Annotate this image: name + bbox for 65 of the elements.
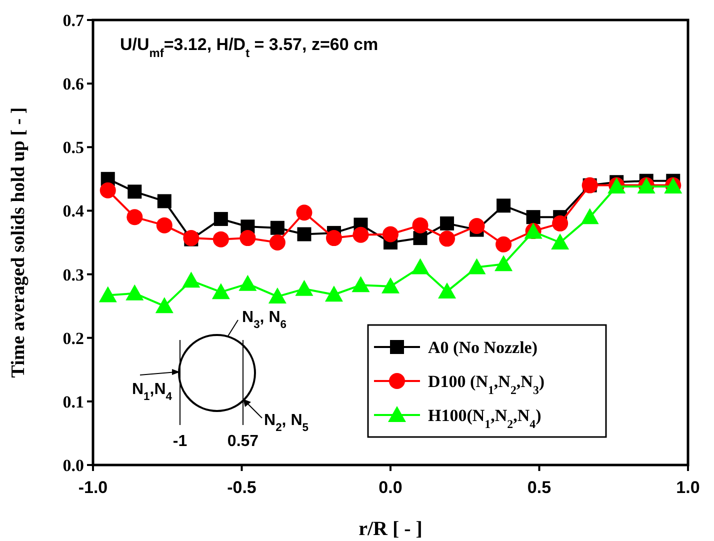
point bbox=[496, 198, 511, 213]
y-tick-label: 0.0 bbox=[62, 456, 84, 475]
x-tick-label: 0.5 bbox=[527, 478, 552, 497]
point bbox=[413, 231, 428, 246]
point bbox=[270, 220, 284, 235]
legend-label: A0 (No Nozzle) bbox=[428, 338, 538, 357]
x-tick-label: 0.0 bbox=[378, 478, 402, 497]
point bbox=[494, 255, 513, 272]
annotation: N$_{1}$,N$_{4}$ bbox=[132, 381, 173, 403]
point bbox=[268, 288, 286, 304]
x-tick-label: -0.5 bbox=[227, 478, 256, 497]
point bbox=[552, 215, 568, 232]
point bbox=[468, 218, 485, 234]
point bbox=[324, 286, 343, 302]
point bbox=[157, 194, 172, 208]
annotation: 0.57 bbox=[227, 433, 259, 450]
point bbox=[295, 280, 314, 296]
x-axis-title: r/R [ - ] bbox=[358, 518, 422, 540]
y-tick-label: 0.6 bbox=[62, 74, 84, 94]
y-tick-label: 0.4 bbox=[62, 202, 84, 221]
point bbox=[382, 277, 400, 294]
annotation: U/U$_{mf}$=3.12, H/D$_{t}$ = 3.57, z=60 cm bbox=[120, 35, 378, 60]
x-tick-label: 1.0 bbox=[676, 478, 700, 497]
point bbox=[468, 258, 486, 274]
point bbox=[128, 184, 142, 199]
point bbox=[240, 230, 256, 246]
point bbox=[269, 234, 286, 250]
y-tick-label: 0.3 bbox=[62, 265, 84, 284]
point bbox=[212, 231, 229, 248]
point bbox=[352, 276, 370, 292]
point bbox=[126, 209, 143, 226]
point bbox=[238, 274, 257, 291]
point bbox=[326, 230, 342, 246]
point bbox=[352, 226, 369, 243]
point bbox=[214, 212, 228, 226]
point bbox=[580, 208, 599, 224]
point bbox=[212, 283, 230, 300]
point bbox=[296, 204, 312, 221]
point bbox=[412, 217, 428, 234]
y-tick-label: 0.2 bbox=[62, 328, 84, 348]
y-tick-label: 0.7 bbox=[62, 11, 84, 30]
point bbox=[98, 286, 117, 302]
legend-label: D100 (N$_{1}$,N$_{2}$,N$_{3}$) bbox=[428, 372, 545, 397]
legend-label: H100(N$_{1}$,N$_{2}$,N$_{4}$) bbox=[428, 406, 542, 431]
point bbox=[438, 282, 456, 298]
point bbox=[126, 284, 144, 300]
point bbox=[411, 258, 430, 274]
point bbox=[182, 272, 200, 288]
point bbox=[496, 236, 512, 252]
point bbox=[155, 297, 174, 314]
point bbox=[551, 234, 570, 250]
point bbox=[156, 217, 172, 234]
point bbox=[440, 216, 454, 230]
annotation: N$_{2}$, N$_{5}$ bbox=[264, 412, 308, 434]
annotation: -1 bbox=[172, 433, 188, 450]
point bbox=[100, 182, 116, 198]
x-tick-label: -1.0 bbox=[78, 478, 108, 497]
point bbox=[526, 210, 540, 224]
point bbox=[297, 227, 312, 242]
point bbox=[439, 230, 456, 247]
y-tick-label: 0.1 bbox=[62, 392, 84, 412]
annotation: N$_{3}$, N$_{6}$ bbox=[242, 309, 286, 331]
point bbox=[382, 226, 398, 242]
y-axis-title: Time averaged solids hold up [ - ] bbox=[8, 107, 29, 378]
y-tick-label: 0.5 bbox=[62, 138, 84, 158]
